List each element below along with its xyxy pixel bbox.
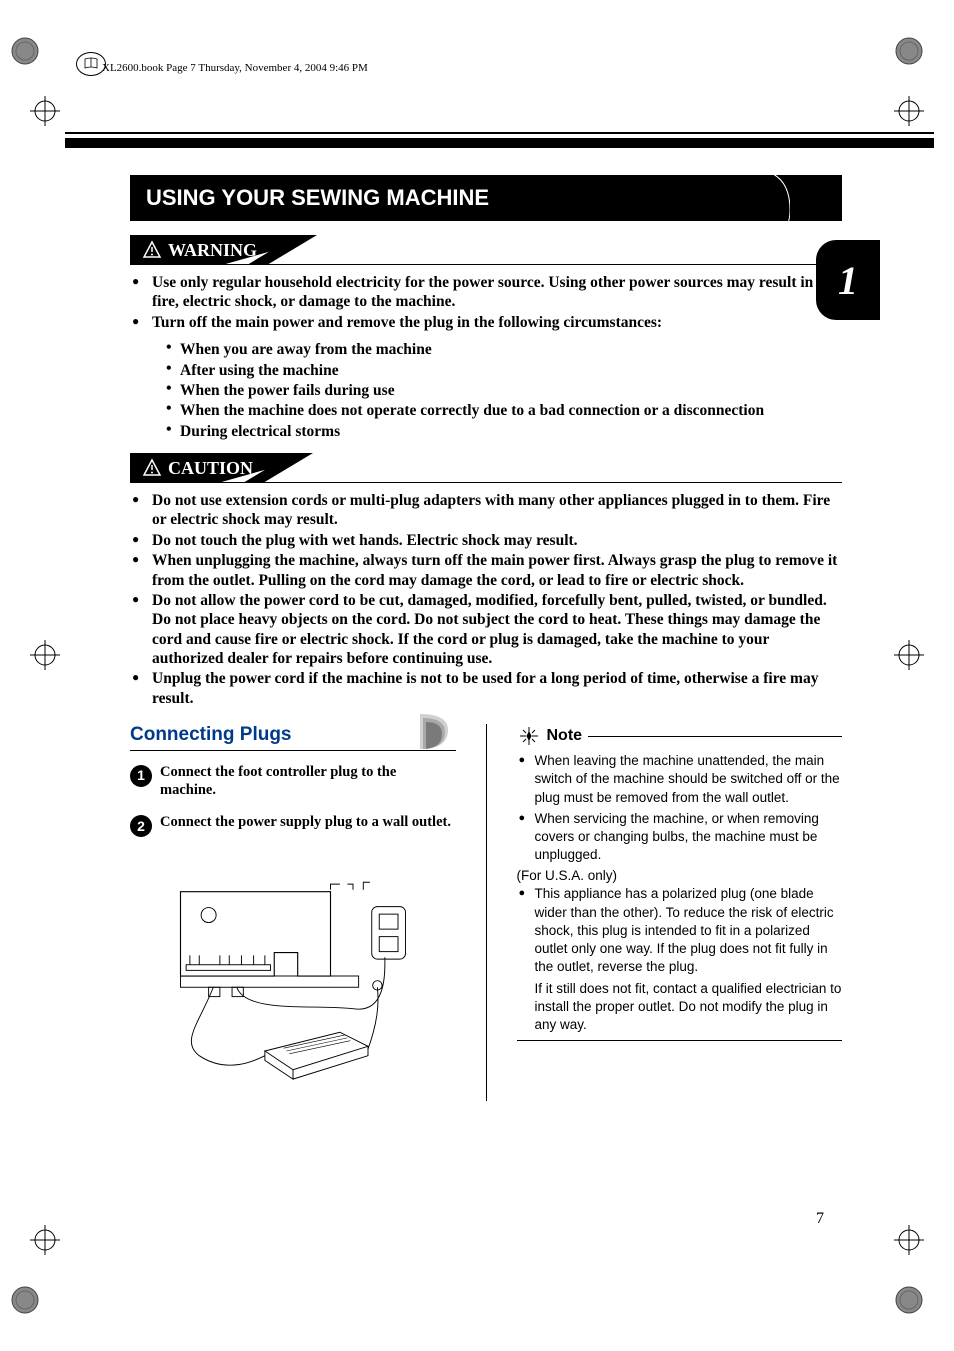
warning-subitem: After using the machine <box>180 361 842 380</box>
machine-diagram <box>130 851 456 1101</box>
registration-mark <box>30 1225 60 1255</box>
registration-mark <box>30 96 60 126</box>
caution-item: Unplug the power cord if the machine is … <box>152 669 842 708</box>
note-list: When leaving the machine unattended, the… <box>517 752 843 864</box>
note-label: Note <box>547 727 583 745</box>
registration-mark <box>894 1225 924 1255</box>
header-rule-thick <box>65 138 934 148</box>
note-star-icon <box>517 724 541 748</box>
left-column: Connecting Plugs 1 Connect the foot cont… <box>130 724 456 1101</box>
connecting-heading: Connecting Plugs <box>130 724 292 745</box>
note-item: When servicing the machine, or when remo… <box>535 810 843 865</box>
note-usa-list: This appliance has a polarized plug (one… <box>517 885 843 976</box>
step-1: 1 Connect the foot controller plug to th… <box>130 763 456 799</box>
caution-ribbon: CAUTION <box>130 453 842 483</box>
step-text: Connect the foot controller plug to the … <box>160 763 456 799</box>
note-usa-label: (For U.S.A. only) <box>517 868 843 883</box>
caution-item: Do not touch the plug with wet hands. El… <box>152 531 842 550</box>
caution-item: When unplugging the machine, always turn… <box>152 551 842 590</box>
corner-mark <box>894 1285 924 1315</box>
registration-mark <box>894 640 924 670</box>
caution-list: Do not use extension cords or multi-plug… <box>130 491 842 708</box>
note-header: Note <box>517 724 843 748</box>
caution-label: CAUTION <box>168 458 253 479</box>
corner-mark <box>10 36 40 66</box>
registration-mark <box>30 640 60 670</box>
section-title-band: USING YOUR SEWING MACHINE <box>130 175 842 221</box>
warning-subitem: When you are away from the machine <box>180 340 842 359</box>
warning-icon <box>142 240 162 260</box>
heading-decoration <box>420 714 450 752</box>
warning-item: Turn off the main power and remove the p… <box>152 313 842 332</box>
warning-subitem: During electrical storms <box>180 422 842 441</box>
title-decoration <box>740 175 790 221</box>
warning-ribbon: WARNING <box>130 235 842 265</box>
note-bottom-rule <box>517 1040 843 1041</box>
section-title: USING YOUR SEWING MACHINE <box>146 185 489 210</box>
header-rule-thin <box>65 132 934 134</box>
warning-list: Use only regular household electricity f… <box>130 273 842 441</box>
step-number-icon: 2 <box>130 815 152 837</box>
note-item: When leaving the machine unattended, the… <box>535 752 843 807</box>
registration-mark <box>894 96 924 126</box>
page-number: 7 <box>816 1210 824 1228</box>
warning-label: WARNING <box>168 240 257 261</box>
right-column: Note When leaving the machine unattended… <box>517 724 843 1101</box>
caution-icon <box>142 458 162 478</box>
corner-mark <box>894 36 924 66</box>
warning-subitem: When the power fails during use <box>180 381 842 400</box>
header-pagination-text: XL2600.book Page 7 Thursday, November 4,… <box>102 62 368 74</box>
note-usa-extra: If it still does not fit, contact a qual… <box>535 980 843 1035</box>
step-text: Connect the power supply plug to a wall … <box>160 813 451 837</box>
caution-item: Do not allow the power cord to be cut, d… <box>152 591 842 669</box>
warning-subitem: When the machine does not operate correc… <box>180 401 842 420</box>
caution-item: Do not use extension cords or multi-plug… <box>152 491 842 530</box>
note-usa-item: This appliance has a polarized plug (one… <box>535 885 843 976</box>
warning-item: Use only regular household electricity f… <box>152 273 842 312</box>
column-divider <box>486 724 487 1101</box>
step-number-icon: 1 <box>130 765 152 787</box>
step-2: 2 Connect the power supply plug to a wal… <box>130 813 456 837</box>
corner-mark <box>10 1285 40 1315</box>
